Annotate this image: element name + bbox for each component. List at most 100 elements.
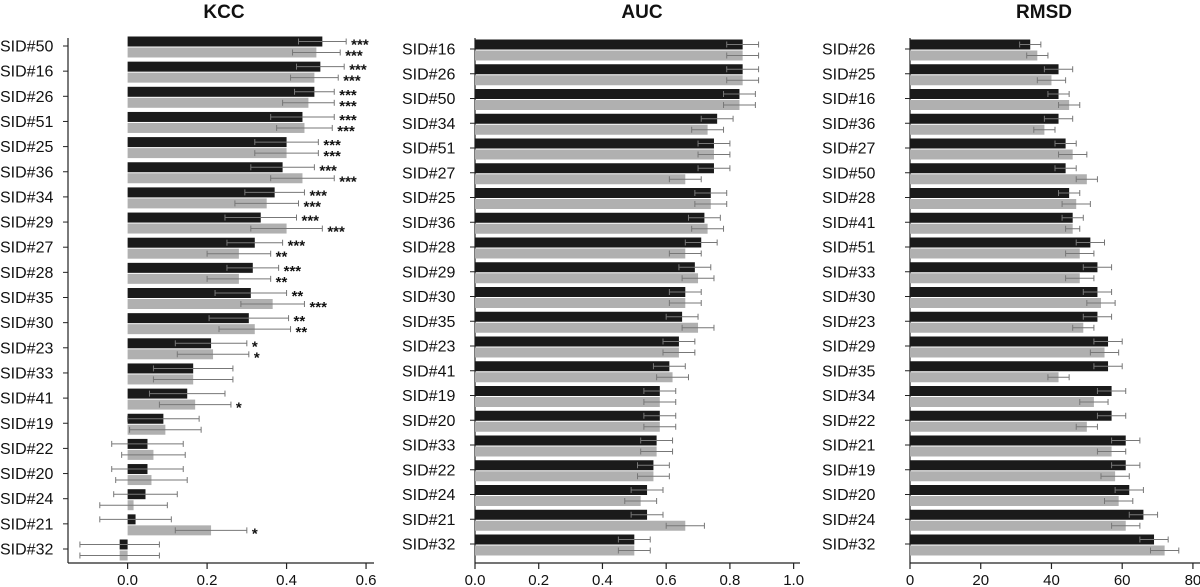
category-label: SID#21 (822, 438, 875, 455)
bar-series-2 (475, 322, 699, 333)
bar-series-1 (910, 435, 1126, 446)
significance-label: *** (319, 162, 337, 179)
bar-series-2 (127, 525, 212, 536)
bar-series-2 (910, 298, 1101, 308)
bar-series-1 (910, 138, 1066, 149)
x-tick-label: 0.0 (117, 572, 138, 587)
bar-series-2 (475, 223, 708, 234)
category-label: SID#30 (822, 289, 875, 306)
significance-label: ** (292, 288, 304, 305)
bar-series-2 (910, 149, 1073, 160)
bar-series-1 (910, 410, 1112, 421)
bar-series-1 (475, 163, 714, 174)
bar-series-2 (910, 223, 1073, 234)
significance-label: *** (303, 198, 321, 215)
significance-label: *** (309, 299, 327, 316)
chart-title: KCC (203, 2, 244, 23)
category-label: SID#20 (402, 413, 455, 430)
chart-title: AUC (621, 2, 662, 23)
x-tick-label: 20 (972, 572, 989, 587)
bar-series-2 (910, 273, 1080, 284)
category-label: SID#19 (0, 416, 53, 433)
bar-series-1 (475, 262, 695, 273)
category-label: SID#36 (0, 164, 53, 181)
significance-label: *** (343, 73, 361, 90)
bar-series-2 (127, 47, 317, 58)
bar-series-1 (127, 288, 251, 298)
category-label: SID#21 (0, 516, 53, 533)
significance-label: * (252, 338, 258, 355)
category-label: SID#35 (402, 314, 455, 331)
bar-series-2 (127, 299, 273, 309)
bar-series-1 (475, 287, 686, 297)
bar-series-1 (910, 460, 1126, 471)
significance-label: ** (276, 249, 288, 266)
significance-label: * (236, 400, 242, 417)
bar-series-2 (127, 72, 315, 83)
significance-label: *** (327, 224, 345, 241)
bar-series-1 (910, 39, 1031, 50)
bar-series-1 (127, 86, 315, 97)
bar-series-2 (127, 223, 287, 234)
bar-series-1 (910, 237, 1091, 248)
bar-series-1 (475, 460, 654, 471)
category-label: SID#29 (0, 215, 53, 232)
category-label: SID#21 (402, 512, 455, 529)
bar-series-2 (475, 471, 654, 482)
significance-label: *** (337, 123, 355, 140)
category-label: SID#25 (0, 139, 53, 156)
x-tick-label: 0.6 (656, 572, 677, 587)
significance-label: *** (288, 238, 306, 255)
significance-label: *** (323, 148, 341, 165)
bar-series-2 (127, 273, 239, 284)
bar-series-1 (910, 336, 1109, 347)
bar-series-2 (127, 248, 239, 259)
category-label: SID#19 (822, 462, 875, 479)
bar-series-1 (475, 534, 635, 545)
bar-series-2 (127, 97, 309, 108)
category-label: SID#24 (402, 487, 455, 504)
bar-series-1 (475, 336, 679, 347)
category-label: SID#35 (822, 363, 875, 380)
category-label: SID#51 (822, 240, 875, 257)
category-label: SID#41 (0, 391, 53, 408)
bar-series-2 (127, 198, 267, 209)
significance-label: * (254, 349, 260, 366)
bar-series-2 (127, 324, 255, 335)
chart-panel-auc: AUC 0.0 0.2 0.4 0.6 0.8 1.0 SID#16 SID#26 SID#50 S… (402, 2, 804, 587)
bar-series-2 (475, 75, 743, 86)
bar-series-2 (475, 248, 686, 259)
category-label: SID#32 (0, 542, 53, 559)
bar-series-2 (475, 520, 686, 531)
bar-series-2 (910, 75, 1052, 86)
x-tick-label: 80 (1185, 572, 1200, 587)
bar-series-1 (475, 188, 711, 198)
category-label: SID#27 (402, 165, 455, 182)
bar-series-1 (475, 435, 657, 446)
bar-series-1 (910, 64, 1059, 75)
significance-label: *** (284, 263, 302, 280)
category-label: SID#20 (822, 487, 875, 504)
x-tick-label: 0.6 (356, 572, 377, 587)
significance-label: * (252, 525, 258, 542)
bar-series-1 (127, 61, 321, 72)
significance-label: *** (345, 48, 363, 65)
category-label: SID#34 (402, 116, 455, 133)
category-label: SID#50 (0, 39, 53, 56)
category-label: SID#16 (402, 42, 455, 59)
bar-series-1 (127, 212, 261, 223)
bar-series-2 (910, 174, 1087, 185)
x-tick-label: 0.0 (465, 572, 486, 587)
category-label: SID#51 (402, 141, 455, 158)
bar-series-1 (910, 534, 1155, 545)
category-label: SID#36 (822, 116, 875, 133)
bar-series-2 (475, 273, 699, 284)
category-label: SID#19 (402, 388, 455, 405)
bar-series-1 (127, 137, 287, 148)
bar-series-2 (910, 421, 1087, 432)
category-label: SID#25 (822, 66, 875, 83)
bar-series-1 (910, 287, 1098, 297)
bar-series-2 (475, 100, 740, 110)
bar-series-1 (475, 138, 714, 149)
